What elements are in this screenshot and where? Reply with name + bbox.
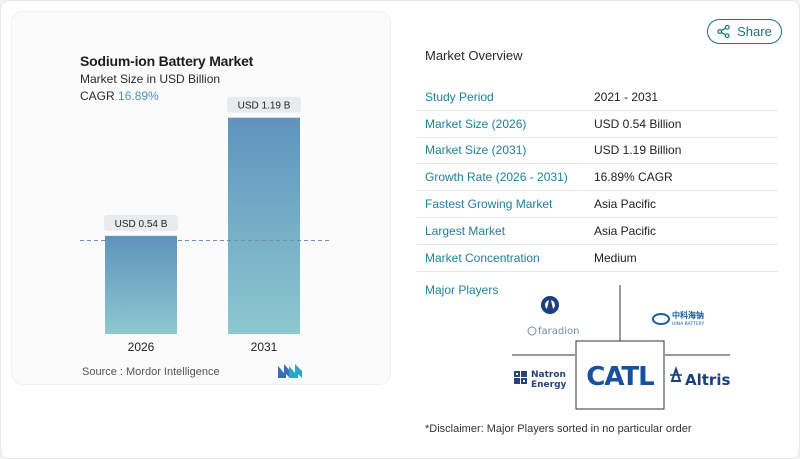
chart-subtitle: Market Size in USD Billion: [80, 72, 221, 86]
data-label-background: [104, 214, 178, 231]
svg-text:中科海钠: 中科海钠: [672, 310, 704, 320]
data-label-background: [227, 96, 301, 113]
overview-row: Study Period 2021 - 2031: [416, 84, 778, 111]
hina-battery-logo: 中科海钠 HINA BATTERY: [652, 310, 705, 327]
market-overview-title: Market Overview: [425, 48, 523, 63]
faradion-logo: faradion: [527, 296, 579, 337]
overview-key: Market Size (2026): [425, 116, 527, 131]
overview-key: Largest Market: [425, 223, 506, 238]
overview-row: Market Size (2031) USD 1.19 Billion: [416, 138, 778, 165]
bar-2031: [228, 117, 300, 334]
cagr-label: CAGR: [80, 89, 115, 103]
chart-title: Sodium-ion Battery Market: [80, 53, 254, 69]
major-players-logo-grid: faradion 中科海钠 HINA BATTERY Natron Energy…: [512, 285, 730, 410]
svg-text:Natron: Natron: [531, 370, 566, 380]
share-button[interactable]: Share: [707, 19, 782, 44]
x-tick-label: 2026: [128, 340, 155, 354]
svg-text:faradion: faradion: [538, 326, 579, 337]
cagr-line: CAGR 16.89%: [80, 89, 159, 103]
cagr-value: 16.89%: [118, 89, 159, 103]
data-label: USD 0.54 B: [115, 219, 168, 230]
overview-value: USD 0.54 Billion: [594, 116, 682, 131]
svg-text:CATL: CATL: [586, 362, 654, 392]
share-icon: [717, 25, 730, 38]
overview-key: Market Concentration: [425, 250, 540, 265]
overview-row: Market Concentration Medium: [416, 245, 778, 272]
overview-key: Market Size (2031): [425, 143, 527, 158]
svg-text:HINA BATTERY: HINA BATTERY: [672, 321, 705, 327]
overview-value: USD 1.19 Billion: [594, 143, 682, 158]
overview-key: Growth Rate (2026 - 2031): [425, 170, 568, 185]
major-players-title: Major Players: [425, 283, 499, 297]
source-note: Source : Mordor Intelligence: [82, 366, 220, 378]
altris-logo: Altris: [670, 365, 730, 389]
overview-value: 2021 - 2031: [594, 89, 659, 104]
mordor-intelligence-logo: [278, 364, 302, 378]
disclaimer-note: *Disclaimer: Major Players sorted in no …: [425, 423, 692, 435]
overview-key: Fastest Growing Market: [425, 197, 553, 212]
data-label: USD 1.19 B: [238, 101, 291, 112]
overview-row: Market Size (2026) USD 0.54 Billion: [416, 111, 778, 138]
overview-value: 16.89% CAGR: [594, 170, 673, 185]
overview-value: Medium: [594, 250, 637, 265]
overview-row: Growth Rate (2026 - 2031) 16.89% CAGR: [416, 164, 778, 192]
share-label: Share: [737, 24, 772, 39]
overview-value: Asia Pacific: [594, 197, 657, 212]
overview-value: Asia Pacific: [594, 223, 657, 238]
market-overview-table: Study Period 2021 - 2031 Market Size (202…: [416, 84, 778, 272]
svg-text:Altris: Altris: [685, 371, 730, 389]
svg-text:Energy: Energy: [531, 380, 567, 390]
natron-energy-logo: Natron Energy: [514, 370, 567, 390]
bar-2026: [105, 235, 177, 334]
overview-row: Largest Market Asia Pacific: [416, 218, 778, 245]
overview-row: Fastest Growing Market Asia Pacific: [416, 191, 778, 218]
x-tick-label: 2031: [251, 340, 278, 354]
overview-key: Study Period: [425, 89, 494, 104]
chart-card: [11, 11, 391, 385]
catl-logo: CATL: [586, 362, 655, 392]
